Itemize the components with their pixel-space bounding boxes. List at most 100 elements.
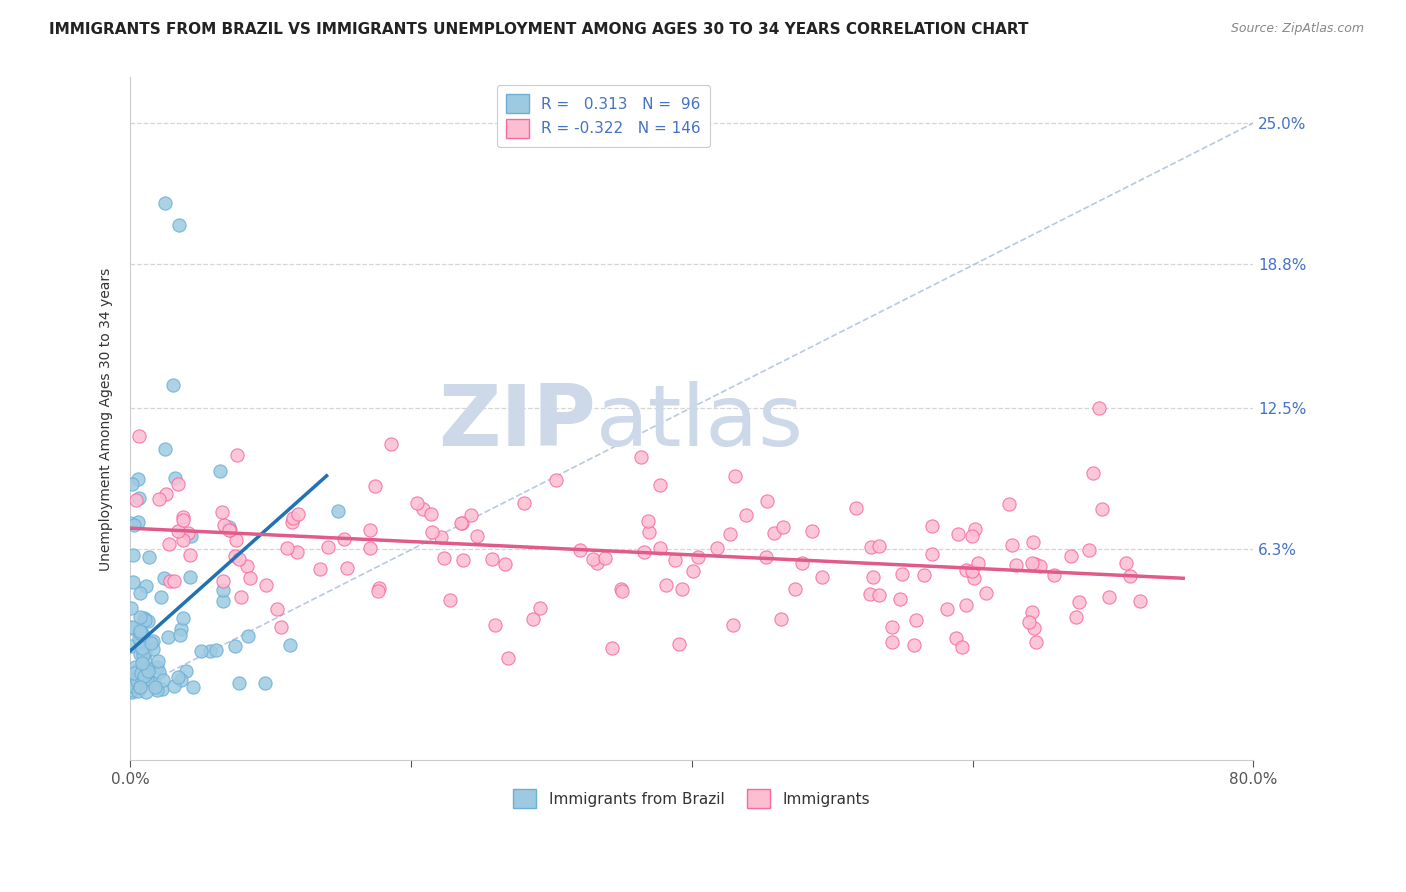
- Point: [122, 574, 145, 589]
- Point: [762, 526, 785, 541]
- Point: [122, 518, 145, 533]
- Point: [132, 610, 155, 624]
- Point: [610, 582, 633, 596]
- Point: [135, 666, 157, 681]
- Point: [254, 577, 277, 591]
- Point: [172, 533, 194, 547]
- Point: [150, 681, 173, 696]
- Point: [498, 651, 520, 665]
- Point: [136, 664, 159, 678]
- Point: [811, 569, 834, 583]
- Point: [997, 497, 1019, 511]
- Point: [138, 662, 160, 676]
- Point: [465, 528, 488, 542]
- Point: [132, 648, 155, 663]
- Point: [128, 631, 150, 645]
- Point: [637, 514, 659, 528]
- Point: [800, 524, 823, 539]
- Point: [127, 472, 149, 486]
- Point: [153, 571, 176, 585]
- Point: [420, 525, 443, 540]
- Point: [955, 563, 977, 577]
- Point: [157, 630, 180, 644]
- Point: [131, 656, 153, 670]
- Point: [1000, 538, 1022, 552]
- Point: [122, 679, 145, 693]
- Point: [146, 659, 169, 673]
- Point: [1021, 605, 1043, 619]
- Point: [162, 377, 184, 392]
- Point: [149, 590, 172, 604]
- Point: [420, 507, 443, 521]
- Point: [219, 523, 242, 537]
- Point: [890, 567, 912, 582]
- Point: [1118, 568, 1140, 582]
- Point: [1064, 610, 1087, 624]
- Point: [880, 635, 903, 649]
- Point: [772, 520, 794, 534]
- Point: [368, 581, 391, 595]
- Point: [132, 631, 155, 645]
- Point: [163, 679, 186, 693]
- Point: [169, 622, 191, 636]
- Point: [430, 531, 453, 545]
- Point: [718, 526, 741, 541]
- Point: [135, 685, 157, 699]
- Point: [1043, 568, 1066, 582]
- Point: [671, 582, 693, 596]
- Point: [211, 593, 233, 607]
- Point: [655, 578, 678, 592]
- Point: [128, 647, 150, 661]
- Point: [159, 574, 181, 588]
- Point: [134, 668, 156, 682]
- Point: [131, 640, 153, 655]
- Point: [125, 673, 148, 687]
- Point: [858, 587, 880, 601]
- Point: [124, 671, 146, 685]
- Point: [336, 561, 359, 575]
- Point: [163, 471, 186, 485]
- Point: [582, 552, 605, 566]
- Point: [450, 516, 472, 530]
- Point: [120, 516, 142, 530]
- Point: [309, 562, 332, 576]
- Point: [285, 545, 308, 559]
- Point: [433, 551, 456, 566]
- Point: [141, 636, 163, 650]
- Point: [135, 579, 157, 593]
- Point: [143, 680, 166, 694]
- Point: [167, 671, 190, 685]
- Point: [148, 665, 170, 679]
- Point: [226, 449, 249, 463]
- Text: ZIP: ZIP: [439, 381, 596, 464]
- Point: [950, 640, 973, 654]
- Point: [686, 550, 709, 565]
- Point: [132, 663, 155, 677]
- Point: [228, 552, 250, 566]
- Point: [129, 625, 152, 640]
- Point: [125, 673, 148, 688]
- Point: [380, 437, 402, 451]
- Point: [1067, 594, 1090, 608]
- Point: [1024, 558, 1046, 572]
- Point: [179, 548, 201, 562]
- Point: [148, 654, 170, 668]
- Point: [153, 442, 176, 456]
- Point: [121, 683, 143, 698]
- Point: [166, 524, 188, 538]
- Point: [755, 550, 778, 565]
- Point: [224, 639, 246, 653]
- Point: [963, 571, 986, 585]
- Point: [967, 556, 990, 570]
- Point: [169, 673, 191, 687]
- Point: [513, 496, 536, 510]
- Point: [1060, 549, 1083, 563]
- Point: [568, 542, 591, 557]
- Point: [120, 639, 142, 653]
- Point: [129, 670, 152, 684]
- Point: [190, 644, 212, 658]
- Point: [889, 591, 911, 606]
- Point: [1088, 401, 1111, 415]
- Point: [735, 508, 758, 522]
- Point: [212, 574, 235, 588]
